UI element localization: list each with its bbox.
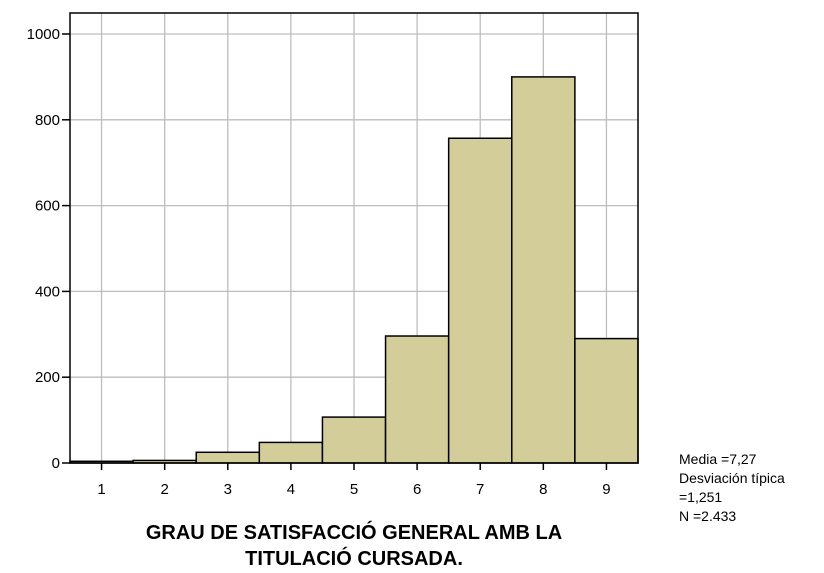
- bar-7: [447, 137, 513, 464]
- bar-5: [321, 416, 387, 464]
- bar-6: [384, 335, 450, 464]
- bar-9: [574, 337, 639, 464]
- bar-3: [195, 451, 261, 464]
- x-tick-label: 6: [413, 481, 421, 498]
- bar-8: [511, 76, 576, 464]
- x-tick-label: 5: [350, 481, 358, 498]
- bar-4: [258, 441, 324, 464]
- y-tick-label: 1000: [27, 26, 60, 43]
- bars: [69, 76, 639, 464]
- y-tick-label: 600: [35, 198, 60, 215]
- summary-statistics: Media =7,27 Desviación típica =1,251 N =…: [679, 450, 785, 526]
- x-tick-label: 7: [476, 481, 484, 498]
- y-tick-label: 400: [35, 283, 60, 300]
- x-axis-title: GRAU DE SATISFACCIÓ GENERAL AMB LA TITUL…: [70, 520, 638, 572]
- x-axis: 1 2 3 4 5 6 7 8 9: [97, 463, 611, 498]
- x-tick-label: 2: [160, 481, 168, 498]
- y-tick-label: 200: [35, 369, 60, 386]
- y-tick-label: 0: [52, 455, 60, 472]
- x-tick-label: 3: [224, 481, 232, 498]
- x-axis-title-line-2: TITULACIÓ CURSADA.: [245, 548, 463, 570]
- stat-std-label: Desviación típica: [679, 470, 785, 486]
- stat-mean: Media =7,27: [679, 451, 757, 467]
- stat-n: N =2.433: [679, 508, 737, 524]
- x-tick-label: 9: [602, 481, 610, 498]
- x-tick-label: 8: [539, 481, 547, 498]
- x-tick-label: 1: [97, 481, 105, 498]
- y-axis: 0 200 400 600 800 1000: [27, 26, 70, 472]
- x-axis-title-line-1: GRAU DE SATISFACCIÓ GENERAL AMB LA: [145, 522, 563, 544]
- y-tick-label: 800: [35, 112, 60, 129]
- x-tick-label: 4: [287, 481, 295, 498]
- stat-std-value: =1,251: [679, 489, 723, 505]
